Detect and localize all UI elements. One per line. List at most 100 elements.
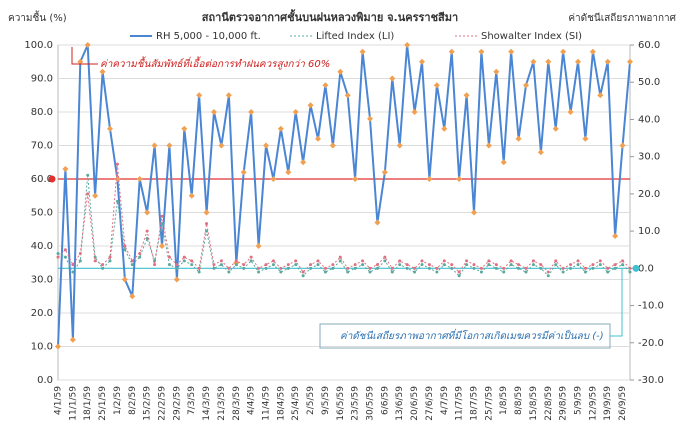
point-marker xyxy=(234,263,238,267)
point-marker xyxy=(145,237,149,241)
point-marker xyxy=(552,125,559,132)
x-tick-label: 26/9/59 xyxy=(618,386,628,421)
point-marker xyxy=(569,266,573,270)
point-marker xyxy=(218,142,225,149)
point-marker xyxy=(426,176,433,182)
point-marker xyxy=(248,109,255,115)
point-marker xyxy=(92,192,99,199)
point-marker xyxy=(367,115,373,122)
point-marker xyxy=(71,270,75,274)
x-tick-label: 11/7/59 xyxy=(455,386,465,421)
point-marker xyxy=(487,263,491,267)
x-tick-label: 8/2/59 xyxy=(128,386,138,415)
x-tick-label: 29/2/59 xyxy=(172,386,182,421)
point-marker xyxy=(479,270,483,274)
point-marker xyxy=(307,102,314,109)
reference-dot xyxy=(48,175,56,183)
x-tick-label: 30/5/59 xyxy=(366,386,376,421)
point-marker xyxy=(294,263,298,267)
chart-title: สถานีตรวจอากาศชั้นบนฝนหลวงพิมาย จ.นครราช… xyxy=(202,9,458,24)
point-marker xyxy=(211,109,217,115)
point-marker xyxy=(390,270,394,274)
point-marker xyxy=(465,259,469,263)
y-axis-title: ความชื้น (%) xyxy=(8,10,67,24)
y-tick-label: 80.0 xyxy=(31,107,53,118)
point-marker xyxy=(301,270,305,274)
point-marker xyxy=(196,92,203,99)
point-marker xyxy=(197,270,201,274)
point-marker xyxy=(515,135,522,142)
point-marker xyxy=(159,243,165,249)
point-marker xyxy=(591,266,595,270)
point-marker xyxy=(427,266,431,270)
legend-label: Lifted Index (LI) xyxy=(316,31,394,42)
x-tick-label: 18/7/59 xyxy=(470,386,480,421)
point-marker xyxy=(101,263,105,267)
x-tick-label: 5/9/59 xyxy=(574,386,584,415)
point-marker xyxy=(554,259,558,263)
point-marker xyxy=(405,266,409,270)
point-marker xyxy=(63,248,67,252)
annotation-arrow xyxy=(610,268,623,337)
point-marker xyxy=(84,42,91,48)
point-marker xyxy=(494,263,498,267)
point-marker xyxy=(249,259,253,263)
point-marker xyxy=(485,142,492,149)
x-tick-label: 11/1/59 xyxy=(68,386,78,421)
point-marker xyxy=(352,176,359,182)
point-marker xyxy=(212,263,216,267)
point-marker xyxy=(554,263,558,267)
point-marker xyxy=(450,266,454,270)
point-marker xyxy=(264,263,268,267)
point-marker xyxy=(249,255,253,259)
x-tick-label: 8/8/59 xyxy=(514,386,524,415)
point-marker xyxy=(456,176,463,182)
y2-tick-label: -10.0 xyxy=(638,301,664,312)
point-marker xyxy=(331,266,335,270)
point-marker xyxy=(181,125,188,132)
y-tick-label: 100.0 xyxy=(24,40,53,51)
point-marker xyxy=(517,263,521,267)
x-tick-label: 1/2/59 xyxy=(113,386,123,415)
point-marker xyxy=(338,255,342,259)
annotation-arrow xyxy=(71,47,98,65)
point-marker xyxy=(582,135,589,142)
point-marker xyxy=(561,266,565,270)
x-tick-label: 21/3/59 xyxy=(217,386,227,421)
point-marker xyxy=(101,266,105,270)
y2-tick-label: 10.0 xyxy=(638,226,660,237)
point-marker xyxy=(598,259,602,263)
point-marker xyxy=(56,251,60,255)
point-marker xyxy=(472,266,476,270)
point-marker xyxy=(502,270,506,274)
x-tick-label: 1/8/59 xyxy=(499,386,509,415)
point-marker xyxy=(569,263,573,267)
point-marker xyxy=(166,142,173,149)
x-tick-label: 7/3/59 xyxy=(187,386,197,415)
point-marker xyxy=(531,263,535,267)
x-tick-label: 18/1/59 xyxy=(83,386,93,421)
y2-tick-label: 30.0 xyxy=(638,152,660,163)
point-marker xyxy=(212,266,216,270)
point-marker xyxy=(494,266,498,270)
point-marker xyxy=(115,162,119,166)
point-marker xyxy=(546,270,550,274)
point-marker xyxy=(271,259,275,263)
x-tick-label: 23/5/59 xyxy=(351,386,361,421)
point-marker xyxy=(190,259,194,263)
point-marker xyxy=(375,266,379,270)
point-marker xyxy=(56,255,60,259)
point-marker xyxy=(583,270,587,274)
point-marker xyxy=(309,266,313,270)
point-marker xyxy=(487,259,491,263)
point-marker xyxy=(182,259,186,263)
point-marker xyxy=(583,266,587,270)
point-marker xyxy=(263,142,269,149)
point-marker xyxy=(398,259,402,263)
point-marker xyxy=(524,270,528,274)
point-marker xyxy=(368,270,372,274)
x-tick-label: 29/8/59 xyxy=(559,386,569,421)
point-marker xyxy=(123,244,127,248)
point-marker xyxy=(539,263,543,267)
point-marker xyxy=(509,259,513,263)
